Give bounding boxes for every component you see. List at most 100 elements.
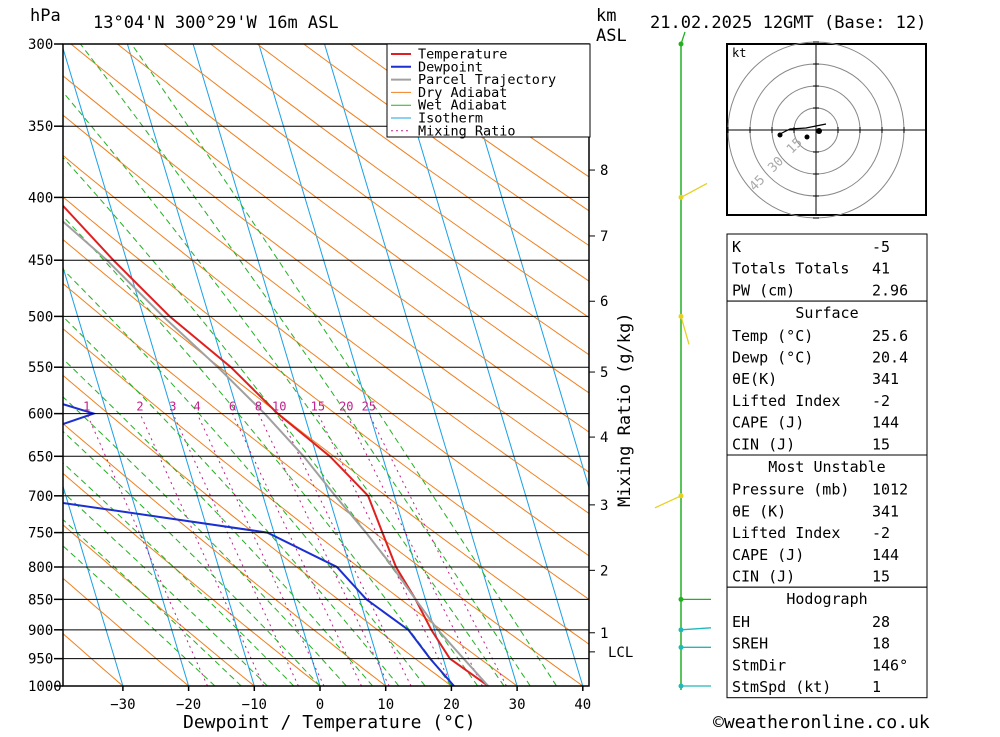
isotherm-line xyxy=(389,44,584,686)
km-tick-label: 6 xyxy=(600,294,608,310)
pressure-tick-label: 500 xyxy=(28,309,53,325)
table-section-title: Hodograph xyxy=(786,590,867,608)
sounding-series xyxy=(63,204,489,686)
dewpoint-line xyxy=(63,403,455,686)
hodograph-unit: kt xyxy=(732,46,746,60)
wind-barb-dot xyxy=(678,41,684,47)
pressure-tick-label: 550 xyxy=(28,360,53,376)
table-row-label: θE(K) xyxy=(732,370,777,388)
legend-label: Parcel Trajectory xyxy=(418,72,556,88)
table-row-value: 341 xyxy=(872,502,899,520)
hodograph-point xyxy=(777,132,783,138)
mixing-ratio-line xyxy=(258,413,390,686)
table-row-value: 41 xyxy=(872,260,890,278)
mixing-ratio-line xyxy=(317,413,453,686)
table-row-value: 1012 xyxy=(872,481,908,499)
pressure-tick-label: 450 xyxy=(28,253,53,269)
dry-adiabat-line xyxy=(70,44,589,433)
location-title: 13°04'N 300°29'W 16m ASL xyxy=(93,13,339,33)
legend-label: Dewpoint xyxy=(418,59,483,75)
km-unit-label: km xyxy=(596,6,616,26)
isotherm-line xyxy=(126,44,321,686)
wind-barb-dot xyxy=(678,596,684,602)
table-row-value: 20.4 xyxy=(872,349,908,367)
temperature-tick-label: 40 xyxy=(574,697,591,713)
km-tick-label: 8 xyxy=(600,163,608,179)
wind-barb xyxy=(680,627,712,631)
isotherm-line xyxy=(63,46,255,686)
pressure-tick-label: 750 xyxy=(28,526,53,542)
mixing-ratio-label: 6 xyxy=(229,400,236,414)
dry-adiabat-line xyxy=(303,44,589,247)
dry-adiabat-line xyxy=(63,239,589,645)
wind-profile xyxy=(654,31,712,690)
wet-adiabat-line xyxy=(80,44,531,686)
asl-unit-label: ASL xyxy=(596,26,627,46)
table-section xyxy=(726,300,928,456)
wind-barb-dot xyxy=(678,313,684,319)
wind-barb-dot xyxy=(678,644,684,650)
mixing-ratio-label: 10 xyxy=(272,400,286,414)
pressure-tick-label: 800 xyxy=(28,560,53,576)
temperature-tick-label: −20 xyxy=(176,697,201,713)
mixing-ratio-label: 8 xyxy=(255,400,262,414)
pressure-tick-label: 850 xyxy=(28,592,53,608)
wind-barb xyxy=(680,182,708,198)
wind-barb-dot xyxy=(678,683,684,689)
dry-adiabat-line xyxy=(63,154,589,557)
wet-adiabat-line xyxy=(63,358,373,686)
wind-barb-dot xyxy=(678,627,684,633)
wind-barb xyxy=(680,316,690,345)
indices-table xyxy=(726,233,928,302)
hodograph-trace xyxy=(777,123,827,136)
mixing-ratio-label: 25 xyxy=(362,400,376,414)
dry-adiabat-line xyxy=(63,577,189,686)
pressure-tick-label: 900 xyxy=(28,623,53,639)
mixing-ratio-label: 1 xyxy=(83,400,90,414)
mixing-ratio-line xyxy=(196,413,325,686)
pressure-tick-label: 300 xyxy=(28,37,53,53)
temperature-tick-label: 0 xyxy=(316,697,324,713)
table-row-value: 2.96 xyxy=(872,281,908,299)
table-row-value: 25.6 xyxy=(872,327,908,345)
temperature-axis: −30 −20 −10 0 10 20 30 40 xyxy=(110,686,591,713)
datetime-title: 21.02.2025 12GMT (Base: 12) xyxy=(650,13,926,33)
pressure-axis: 300 350 400 450 500 550 600 650 700 750 800 850 900 9… xyxy=(28,37,589,695)
isotherm-line xyxy=(192,44,387,686)
legend-label: Temperature xyxy=(418,47,507,63)
mixing-ratio-label: 3 xyxy=(169,400,176,414)
mixing-ratio-label: 15 xyxy=(311,400,325,414)
table-row-value: -2 xyxy=(872,524,890,542)
wet-adiabat-line xyxy=(63,462,295,686)
table-row-label: Totals Totals xyxy=(732,260,849,278)
mixing-ratio-line xyxy=(278,413,412,686)
table-row-label: EH xyxy=(732,613,750,631)
storm-motion-marker xyxy=(816,128,822,134)
table-row-value: 144 xyxy=(872,546,899,564)
table-row-label: CIN (J) xyxy=(732,435,795,453)
x-axis-title: Dewpoint / Temperature (°C) xyxy=(183,712,476,733)
table-row-label: θE (K) xyxy=(732,502,786,520)
table-row-value: -2 xyxy=(872,392,890,410)
hpa-unit-label: hPa xyxy=(30,6,61,26)
dry-adiabat-line xyxy=(63,524,255,686)
plot-area: 3003504004505005506006507007508008509009… xyxy=(28,37,633,713)
dry-adiabat-line xyxy=(210,44,589,319)
pressure-tick-label: 350 xyxy=(28,119,53,135)
pressure-tick-label: 600 xyxy=(28,407,53,423)
legend-label: Wet Adiabat xyxy=(418,98,507,114)
legend-label: Isotherm xyxy=(418,111,483,127)
table-row-label: K xyxy=(732,238,741,256)
legend-label: Dry Adiabat xyxy=(418,85,507,101)
temperature-line xyxy=(63,204,489,686)
isotherm-line xyxy=(324,44,518,686)
km-tick-label: 7 xyxy=(600,229,608,245)
temperature-tick-label: 10 xyxy=(377,697,394,713)
temperature-tick-label: −10 xyxy=(242,697,267,713)
isotherm-line xyxy=(258,44,452,686)
table-row-label: PW (cm) xyxy=(732,281,795,299)
km-tick-label: 1 xyxy=(600,626,608,642)
pressure-tick-label: 950 xyxy=(28,652,53,668)
pressure-tick-label: 400 xyxy=(28,190,53,206)
